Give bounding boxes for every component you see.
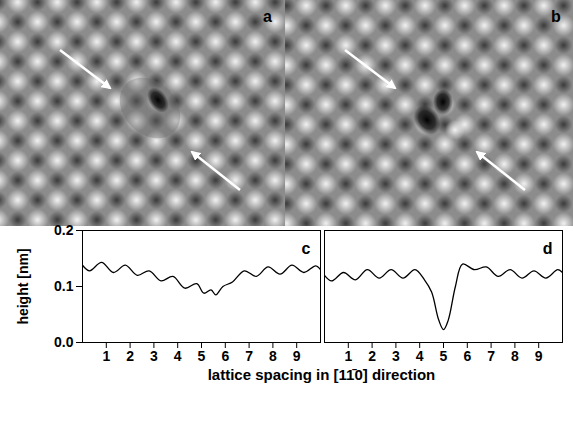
svg-text:2: 2 — [126, 348, 134, 364]
svg-text:5: 5 — [198, 348, 206, 364]
svg-text:a: a — [263, 8, 272, 25]
svg-text:9: 9 — [535, 348, 543, 364]
svg-text:c: c — [302, 240, 311, 257]
svg-text:7: 7 — [487, 348, 495, 364]
svg-text:3: 3 — [150, 348, 158, 364]
svg-text:8: 8 — [511, 348, 519, 364]
svg-text:height [nm]: height [nm] — [15, 248, 31, 324]
svg-text:0.0: 0.0 — [54, 334, 74, 350]
svg-text:1: 1 — [344, 348, 352, 364]
svg-text:7: 7 — [245, 348, 253, 364]
svg-text:1: 1 — [102, 348, 110, 364]
svg-text:3: 3 — [392, 348, 400, 364]
svg-text:b: b — [551, 8, 561, 25]
svg-text:6: 6 — [463, 348, 471, 364]
svg-text:8: 8 — [269, 348, 277, 364]
svg-text:4: 4 — [174, 348, 182, 364]
svg-text:5: 5 — [440, 348, 448, 364]
svg-text:2: 2 — [368, 348, 376, 364]
svg-text:0.1: 0.1 — [54, 278, 74, 294]
svg-text:9: 9 — [293, 348, 301, 364]
svg-text:0.2: 0.2 — [54, 222, 74, 238]
svg-text:6: 6 — [221, 348, 229, 364]
html-text:lattice spacing in [11̄0] dire: lattice spacing in [11̄0] direction — [207, 366, 436, 383]
svg-text:4: 4 — [416, 348, 424, 364]
svg-text:d: d — [543, 240, 553, 257]
